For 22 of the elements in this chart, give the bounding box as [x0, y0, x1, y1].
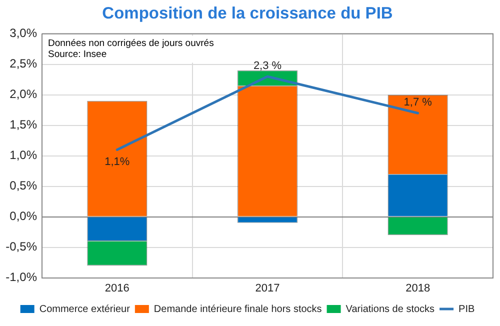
annotation: Source: Insee — [48, 49, 107, 60]
legend-label: Commerce extérieur — [39, 304, 131, 315]
x-tick-label: 2017 — [255, 282, 280, 294]
data-label: 1,7 % — [404, 96, 432, 109]
legend-label: Variations de stocks — [346, 304, 435, 315]
annotation: Données non corrigées de jours ouvrés — [48, 38, 214, 50]
legend-label: Demande intérieure finale hors stocks — [154, 304, 322, 315]
legend-label: PIB — [458, 304, 475, 315]
y-tick-label: 2,0% — [10, 87, 38, 102]
y-tick-label: 0,0% — [10, 209, 38, 224]
chart-title: Composition de la croissance du PIB — [102, 4, 393, 22]
y-tick-label: 3,0% — [10, 26, 38, 40]
y-tick-label: 2,5% — [10, 56, 38, 71]
data-label: 1,1% — [104, 156, 130, 168]
y-tick-label: -0,5% — [6, 240, 38, 254]
y-tick-label: 1,5% — [10, 118, 38, 132]
x-tick-label: 2018 — [406, 282, 430, 294]
data-label: 2,3 % — [253, 60, 282, 72]
y-tick-label: 1,0% — [10, 148, 38, 162]
y-tick-label: 0,5% — [10, 178, 38, 193]
y-tick-label: -1,0% — [6, 270, 38, 284]
x-tick-label: 2016 — [104, 282, 130, 294]
